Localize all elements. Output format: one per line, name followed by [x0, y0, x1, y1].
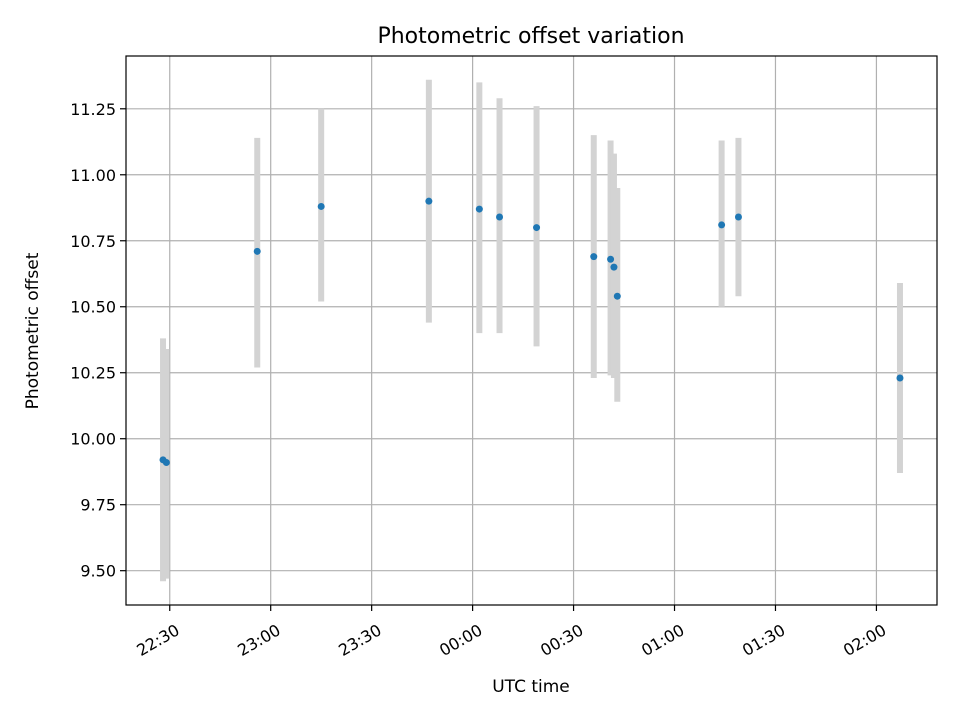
y-tick-label: 10.75 [70, 232, 116, 251]
x-tick-label: 22:30 [133, 620, 182, 660]
data-point [610, 263, 618, 271]
data-point [590, 253, 598, 261]
y-tick-label: 9.50 [80, 562, 116, 581]
y-tick-label: 9.75 [80, 496, 116, 515]
y-tick-label: 10.50 [70, 298, 116, 317]
x-tick-label: 23:30 [335, 620, 384, 660]
y-tick-layer: 9.50 9.75 10.00 10.25 10.50 10.75 11.00 11.25 [70, 100, 126, 581]
data-point [162, 458, 170, 466]
errorbar-layer [160, 79, 903, 582]
data-point [607, 255, 615, 263]
data-point [425, 197, 433, 205]
data-point [475, 205, 483, 213]
data-point [613, 292, 621, 300]
y-tick-label: 11.00 [70, 166, 116, 185]
data-point [896, 374, 904, 382]
data-point [253, 247, 261, 255]
x-tick-label: 00:00 [436, 620, 485, 660]
data-point [718, 221, 726, 229]
data-point-layer [159, 197, 904, 466]
y-tick-label: 11.25 [70, 100, 116, 119]
data-point [317, 202, 325, 210]
x-tick-layer: 22:30 23:00 23:30 00:00 00:30 01:00 01:30 02:00 [133, 605, 889, 660]
y-tick-label: 10.25 [70, 364, 116, 383]
data-point [533, 224, 541, 232]
data-point [496, 213, 504, 221]
x-tick-label: 01:30 [739, 620, 788, 660]
x-axis-label: UTC time [492, 677, 570, 697]
data-point [734, 213, 742, 221]
y-axis-label: Photometric offset [23, 252, 43, 409]
chart-title: Photometric offset variation [377, 24, 684, 49]
x-tick-label: 00:30 [537, 620, 586, 660]
x-tick-label: 01:00 [638, 620, 687, 660]
x-tick-label: 02:00 [840, 620, 889, 660]
plot-frame [125, 55, 938, 606]
x-tick-label: 23:00 [234, 620, 283, 660]
grid-layer [126, 56, 937, 605]
y-tick-label: 10.00 [70, 430, 116, 449]
